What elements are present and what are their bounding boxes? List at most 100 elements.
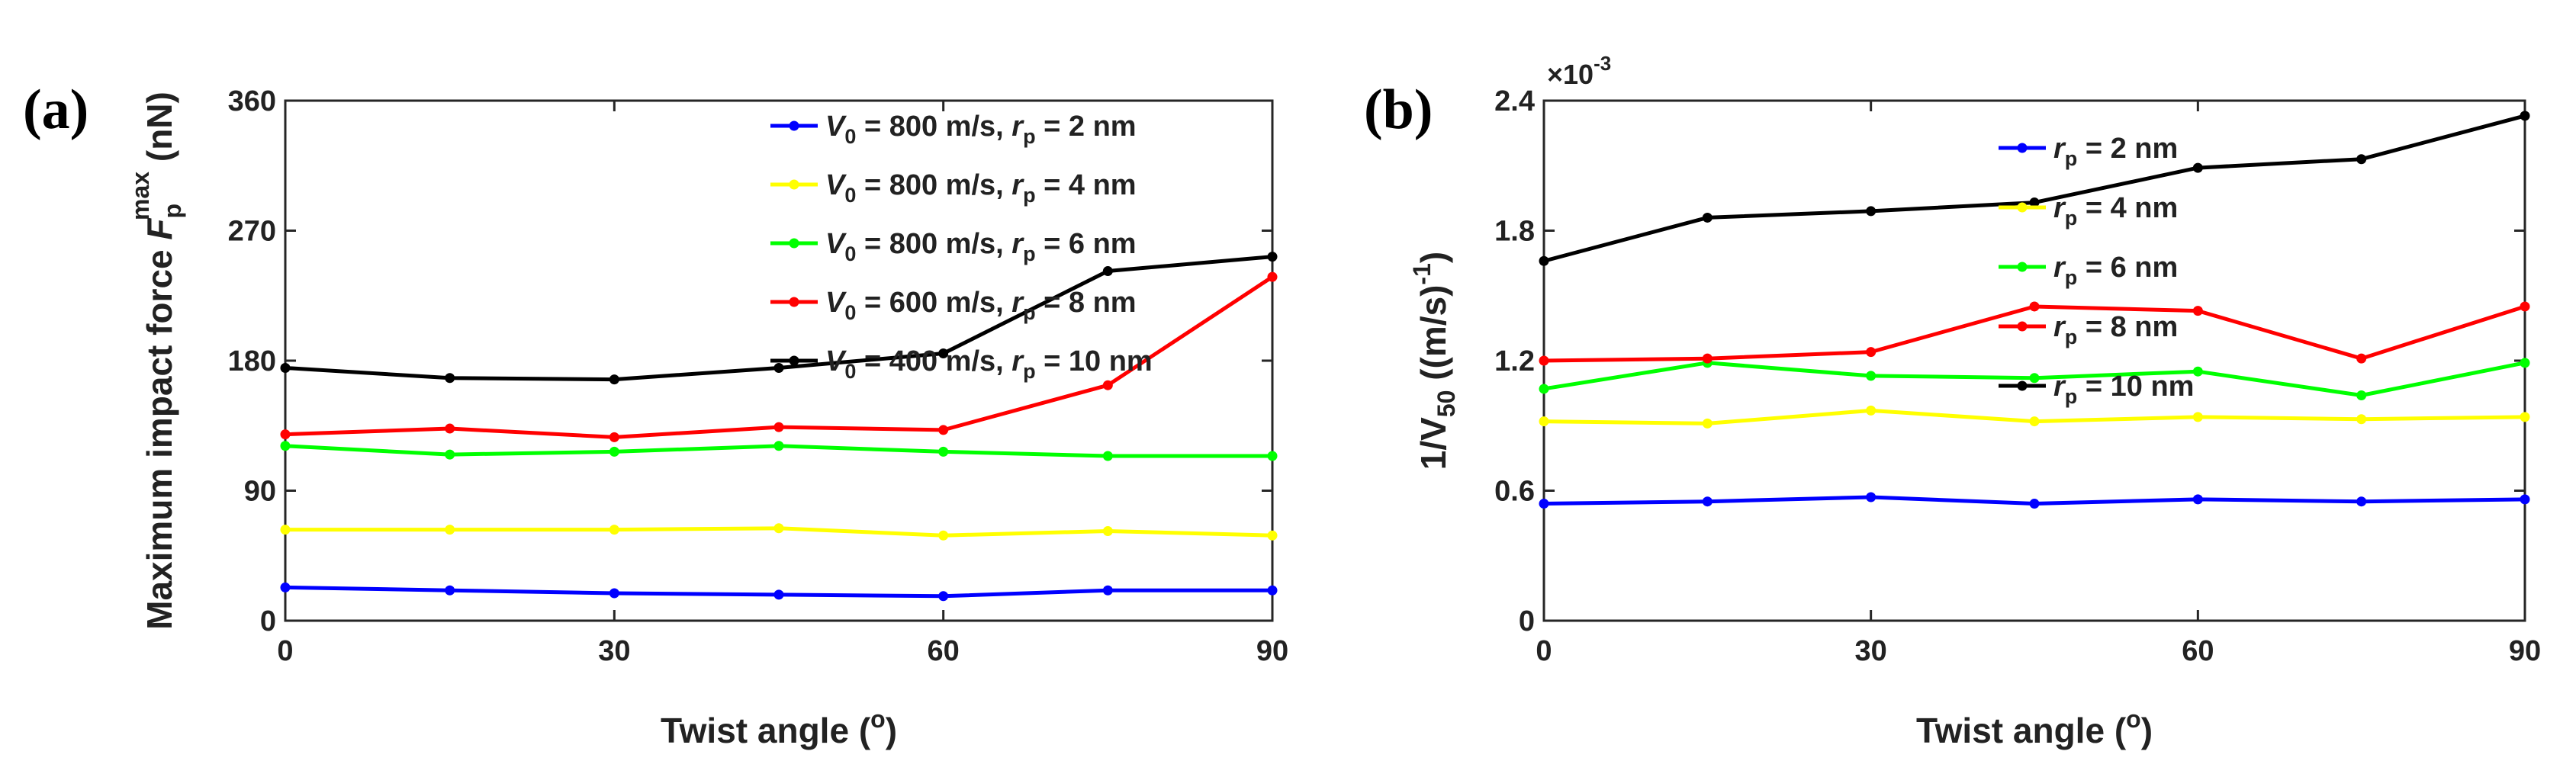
series-2 (280, 523, 1278, 541)
legend-sub: p (2065, 385, 2078, 408)
y-axis-label-main: Maximum impact force (140, 240, 179, 630)
legend-entry: V0 = 800 m/s, rp = 4 nm (770, 169, 1137, 207)
data-point (2029, 301, 2040, 312)
y-tick-label: 1.8 (1494, 216, 1535, 248)
legend-entry: rp = 2 nm (1999, 133, 2178, 170)
legend-label: rp = 6 nm (2053, 252, 2178, 289)
panel-label: (b) (1364, 79, 1433, 141)
legend-sym-v: V (825, 345, 847, 377)
data-point (1267, 585, 1278, 596)
y-axis-label-end: ) (1413, 252, 1453, 263)
legend-sym-r: r (1011, 228, 1024, 260)
x-tick-label: 0 (1536, 635, 1552, 667)
data-point (609, 432, 619, 442)
legend-text: = (2077, 192, 2110, 224)
legend-swatch-marker (2017, 143, 2028, 153)
legend-text: = (1036, 228, 1069, 260)
legend-sym-v: V (825, 169, 847, 201)
data-point (2356, 154, 2367, 165)
data-point (938, 530, 949, 541)
data-point (609, 374, 619, 385)
data-point (1539, 355, 1549, 366)
legend-label: V0 = 800 m/s, rp = 4 nm (825, 169, 1137, 207)
data-point (1102, 451, 1113, 461)
series-5 (1539, 111, 2530, 266)
data-point (2520, 494, 2530, 505)
legend-sub: 0 (844, 242, 856, 265)
y-axis-label-sub: p (159, 204, 186, 219)
data-point (1866, 405, 1877, 416)
legend-radius: 6 (1069, 228, 1085, 260)
data-point (2520, 111, 2530, 121)
y-tick-label: 1.2 (1494, 345, 1535, 377)
legend-radius: 2 (1069, 111, 1085, 143)
legend-text: m/s, (937, 345, 1011, 377)
x-tick-label: 90 (2509, 635, 2541, 667)
series-3 (280, 441, 1278, 461)
legend-text: = (2077, 252, 2110, 284)
plot-frame (1542, 99, 2526, 622)
data-point (1866, 371, 1877, 381)
legend-radius: 8 (2111, 311, 2127, 343)
legend-radius: 4 (2111, 192, 2127, 224)
legend-sub: p (1023, 125, 1036, 148)
legend-entry: V0 = 800 m/s, rp = 6 nm (770, 228, 1137, 265)
legend-text: nm (2127, 252, 2179, 284)
legend-sub: p (1023, 360, 1036, 383)
data-point (609, 525, 619, 535)
y-tick-label: 180 (228, 345, 276, 377)
y-tick-label: 0 (1519, 605, 1535, 637)
data-point (1702, 353, 1713, 364)
series-4 (1539, 301, 2530, 366)
data-point (445, 423, 455, 434)
data-point (1866, 492, 1877, 502)
data-point (1267, 530, 1278, 541)
legend-swatch-marker (2017, 202, 2028, 213)
legend-label: rp = 10 nm (2053, 371, 2194, 408)
legend-sym-r: r (2053, 371, 2066, 403)
x-axis-label-end: ) (2141, 711, 2153, 750)
series-5 (280, 252, 1278, 385)
data-point (1702, 496, 1713, 507)
legend-label: rp = 8 nm (2053, 311, 2178, 348)
data-point (1102, 380, 1113, 390)
legend-text: = (856, 228, 889, 260)
legend-sym-r: r (1011, 345, 1024, 377)
data-point (1267, 252, 1278, 262)
legend-sym-v: V (825, 287, 847, 319)
legend-text: = (2077, 371, 2110, 403)
legend-sym-r: r (2053, 311, 2066, 343)
legend-sub: p (2065, 326, 2078, 348)
data-point (773, 589, 784, 600)
x-axis-label: Twist angle (o) (661, 705, 897, 750)
legend-text: nm (1085, 169, 1137, 201)
data-point (280, 525, 291, 535)
data-point (2192, 162, 2203, 173)
legend-label: V0 = 400 m/s, rp = 10 nm (825, 345, 1153, 383)
data-point (1866, 206, 1877, 217)
y-axis-label-symbol: F (140, 217, 179, 240)
legend-velocity: 400 (889, 345, 937, 377)
legend-text: m/s, (937, 111, 1011, 143)
legend-sub: 0 (844, 184, 856, 207)
legend-text: = (1036, 111, 1069, 143)
data-point (2356, 353, 2367, 364)
legend-radius: 4 (1069, 169, 1085, 201)
data-point (1539, 499, 1549, 509)
x-tick-label: 30 (1855, 635, 1887, 667)
y-axis-label: Maximum impact force Fpmax (nN) (127, 92, 186, 630)
legend-sym-r: r (2053, 252, 2066, 284)
legend-entry: V0 = 600 m/s, rp = 8 nm (770, 287, 1137, 324)
x-axis-label-sup: o (2126, 705, 2141, 733)
data-point (445, 525, 455, 535)
legend-sub: p (1023, 301, 1036, 324)
legend-sym-v: V (825, 111, 847, 143)
data-point (445, 449, 455, 460)
data-point (609, 446, 619, 457)
data-point (2520, 358, 2530, 368)
legend-sub: p (1023, 184, 1036, 207)
legend-text: = (2077, 311, 2110, 343)
axis-scale-note: ×10-3 (1547, 52, 1611, 90)
